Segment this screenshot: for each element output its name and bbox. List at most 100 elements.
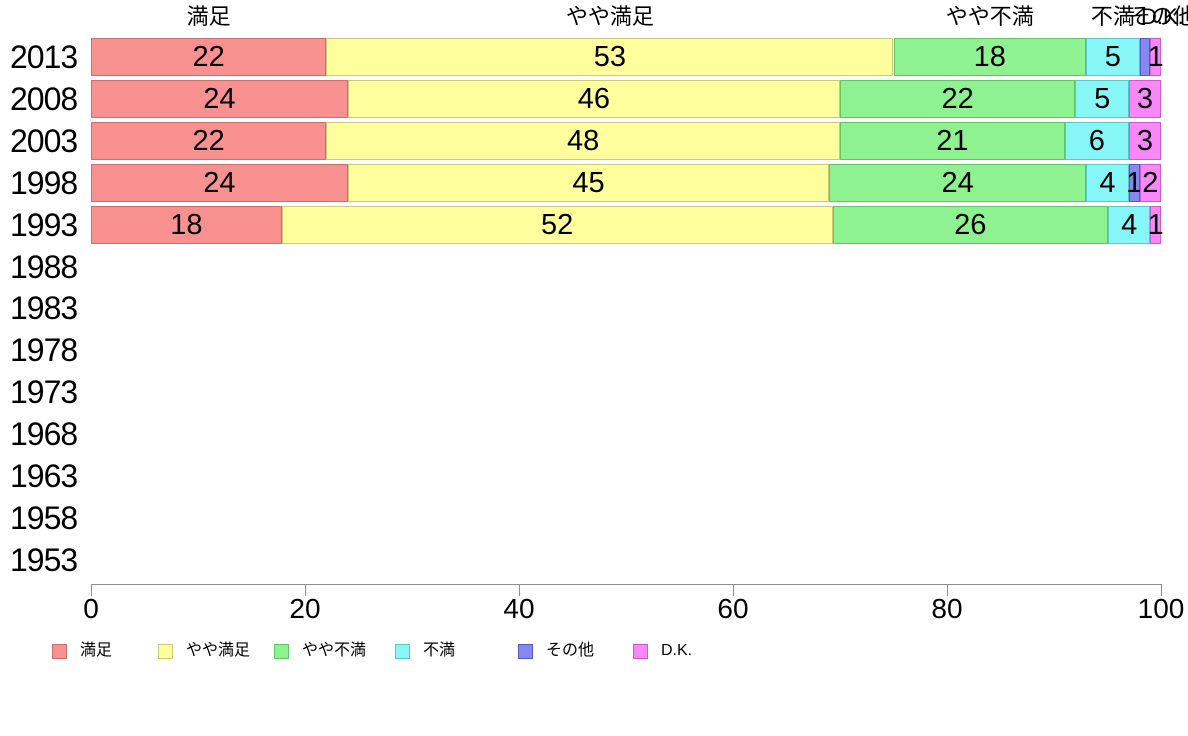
column-header: D.K. [1141,4,1184,29]
bar-segment: 4 [1108,205,1151,244]
bar-segment: 21 [840,121,1065,160]
year-label: 1953 [10,541,78,578]
bar-segment: 18 [91,205,282,244]
bar-row: 22 48 21 6 3 [91,121,1161,160]
column-header: 不満 [1090,4,1135,29]
bar-segment: 3 [1128,121,1161,160]
x-axis-tick-label: 0 [83,593,99,624]
legend-swatch-icon [633,644,648,659]
bar-segment: 18 [893,38,1087,76]
segment-value-label: 24 [941,166,974,199]
column-header: 満足 [186,4,231,29]
bar-row: 24 46 22 5 3 [91,79,1161,118]
x-axis-tick [733,584,734,596]
bar-row: 24 45 24 4 1 2 [91,163,1161,202]
legend-swatch-icon [395,644,410,659]
bar-segment: 6 [1064,121,1129,160]
segment-value-label: 4 [1121,208,1138,241]
segment-value-label: 22 [192,41,225,73]
bar-segment: 5 [1086,38,1140,76]
segment-value-label: 24 [203,82,236,115]
x-axis-tick-label: 40 [503,593,535,624]
year-label: 1988 [10,248,78,285]
legend-swatch-icon [52,644,67,659]
bar-segment: 24 [91,79,348,118]
segment-value-label: 26 [954,208,987,241]
segment-value-label: 46 [577,82,611,115]
x-axis-tick [91,584,92,596]
legend-label: 満足 [80,642,113,659]
year-label: 1958 [10,499,78,536]
segment-value-label: 18 [973,41,1006,73]
segment-value-label: 6 [1088,124,1105,157]
bar-segment: 5 [1075,79,1129,118]
segment-value-label: 5 [1104,41,1121,73]
x-axis-tick-label: 20 [289,593,321,624]
column-header: その他 [1129,4,1188,29]
legend-label: やや不満 [302,642,367,659]
year-label: 1973 [10,374,78,411]
year-label: 2013 [10,39,78,75]
bar-row: 22 53 18 5 1 [91,38,1164,76]
x-axis-tick [519,584,520,596]
bar-segment: 1 [1126,163,1142,202]
bar-segment: 26 [832,205,1109,244]
segment-value-label: 21 [936,124,969,157]
year-label: 2008 [10,80,78,117]
bar-segment: 22 [91,121,327,160]
bar-segment: 46 [347,79,840,118]
column-header: やや満足 [565,4,654,29]
bar-row: 18 52 26 4 1 [91,205,1164,244]
x-axis-tick-label: 60 [717,593,749,624]
bar-segment: 22 [91,38,327,76]
year-label: 1963 [10,458,78,494]
segment-value-label: 1 [1147,41,1164,73]
legend-swatch-icon [518,644,533,659]
bar-segment: 45 [347,163,830,202]
segment-value-label: 1 [1147,208,1164,241]
legend-label: D.K. [661,642,693,659]
bar-segment: 24 [829,163,1087,202]
bar-segment: 1 [1147,38,1164,76]
legend-label: やや満足 [186,642,251,659]
segment-value-label: 5 [1094,82,1111,115]
segment-value-label: 3 [1136,124,1154,157]
bar-segment: 3 [1128,79,1161,118]
segment-value-label: 4 [1099,166,1116,199]
segment-value-label: 22 [192,124,225,157]
bar-segment: 22 [840,79,1076,118]
segment-value-label: 48 [567,124,600,157]
bar-segment [1139,38,1151,76]
bar-segment: 4 [1086,163,1129,202]
x-axis [91,584,1162,585]
segment-value-label: 3 [1136,82,1154,115]
segment-value-label: 24 [203,166,236,199]
year-label: 1983 [10,290,78,327]
segment-value-label: 18 [170,208,203,241]
legend-swatch-icon [158,644,173,659]
bar-segment: 48 [326,121,840,160]
year-label: 1978 [10,332,78,369]
bar-segment: 52 [281,205,833,244]
bar-segment: 2 [1139,163,1161,202]
x-axis-tick [1161,584,1162,596]
legend-label: 不満 [423,642,456,659]
segment-value-label: 22 [941,82,974,115]
x-axis-tick-label: 100 [1137,593,1185,624]
x-axis-tick [305,584,306,596]
bar-segment: 1 [1147,205,1164,244]
bar-segment: 53 [326,38,894,76]
segment-value-label: 45 [572,166,605,199]
legend-label: その他 [546,642,595,659]
x-axis-tick [947,584,948,596]
column-header: やや不満 [945,4,1034,29]
year-label: 2003 [10,122,78,159]
segment-value-label: 52 [540,208,574,241]
x-axis-tick-label: 80 [931,593,963,624]
segment-value-label: 53 [593,41,627,73]
year-label: 1993 [10,206,78,243]
year-label: 1968 [10,416,78,453]
year-label: 1998 [10,164,78,201]
bar-segment: 24 [91,163,348,202]
